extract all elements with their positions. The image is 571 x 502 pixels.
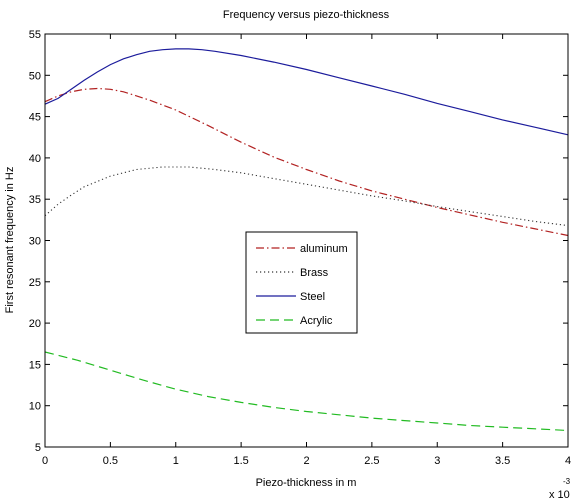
legend-label-aluminum: aluminum [300,243,348,255]
x-tick-label: 0 [42,455,48,467]
y-tick-label: 35 [29,194,41,206]
y-tick-label: 5 [35,442,41,454]
series-line-steel [44,48,569,136]
y-axis-label: First resonant frequency in Hz [4,167,16,314]
y-tick-label: 55 [29,29,41,41]
chart-title: Frequency versus piezo-thickness [223,9,390,21]
series-line-acrylic [44,351,569,432]
x-multiplier-label: x 10 [549,489,570,501]
legend-label-steel: Steel [300,291,325,303]
x-axis-label: Piezo-thickness in m [256,477,357,489]
series-layer [44,48,569,432]
x-tick-label: 2.5 [364,455,379,467]
y-tick-label: 50 [29,70,41,82]
y-tick-label: 10 [29,401,41,413]
x-tick-label: 3.5 [495,455,510,467]
series-line-brass [44,166,569,227]
x-multiplier-exponent: -3 [563,477,571,486]
y-tick-label: 25 [29,277,41,289]
legend: aluminum Brass Steel Acrylic [245,231,358,334]
y-tick-label: 30 [29,236,41,248]
y-tick-label: 40 [29,153,41,165]
x-tick-label: 1 [173,455,179,467]
y-tick-label: 45 [29,112,41,124]
series-line-aluminum [44,87,569,237]
x-tick-label: 2 [303,455,309,467]
legend-box [245,231,358,334]
legend-label-brass: Brass [300,267,329,279]
x-tick-label: 1.5 [233,455,248,467]
y-tick-label: 15 [29,359,41,371]
y-tick-label: 20 [29,318,41,330]
legend-label-acrylic: Acrylic [300,315,333,327]
x-tick-label: 3 [434,455,440,467]
x-tick-label: 0.5 [103,455,118,467]
x-tick-label: 4 [565,455,571,467]
